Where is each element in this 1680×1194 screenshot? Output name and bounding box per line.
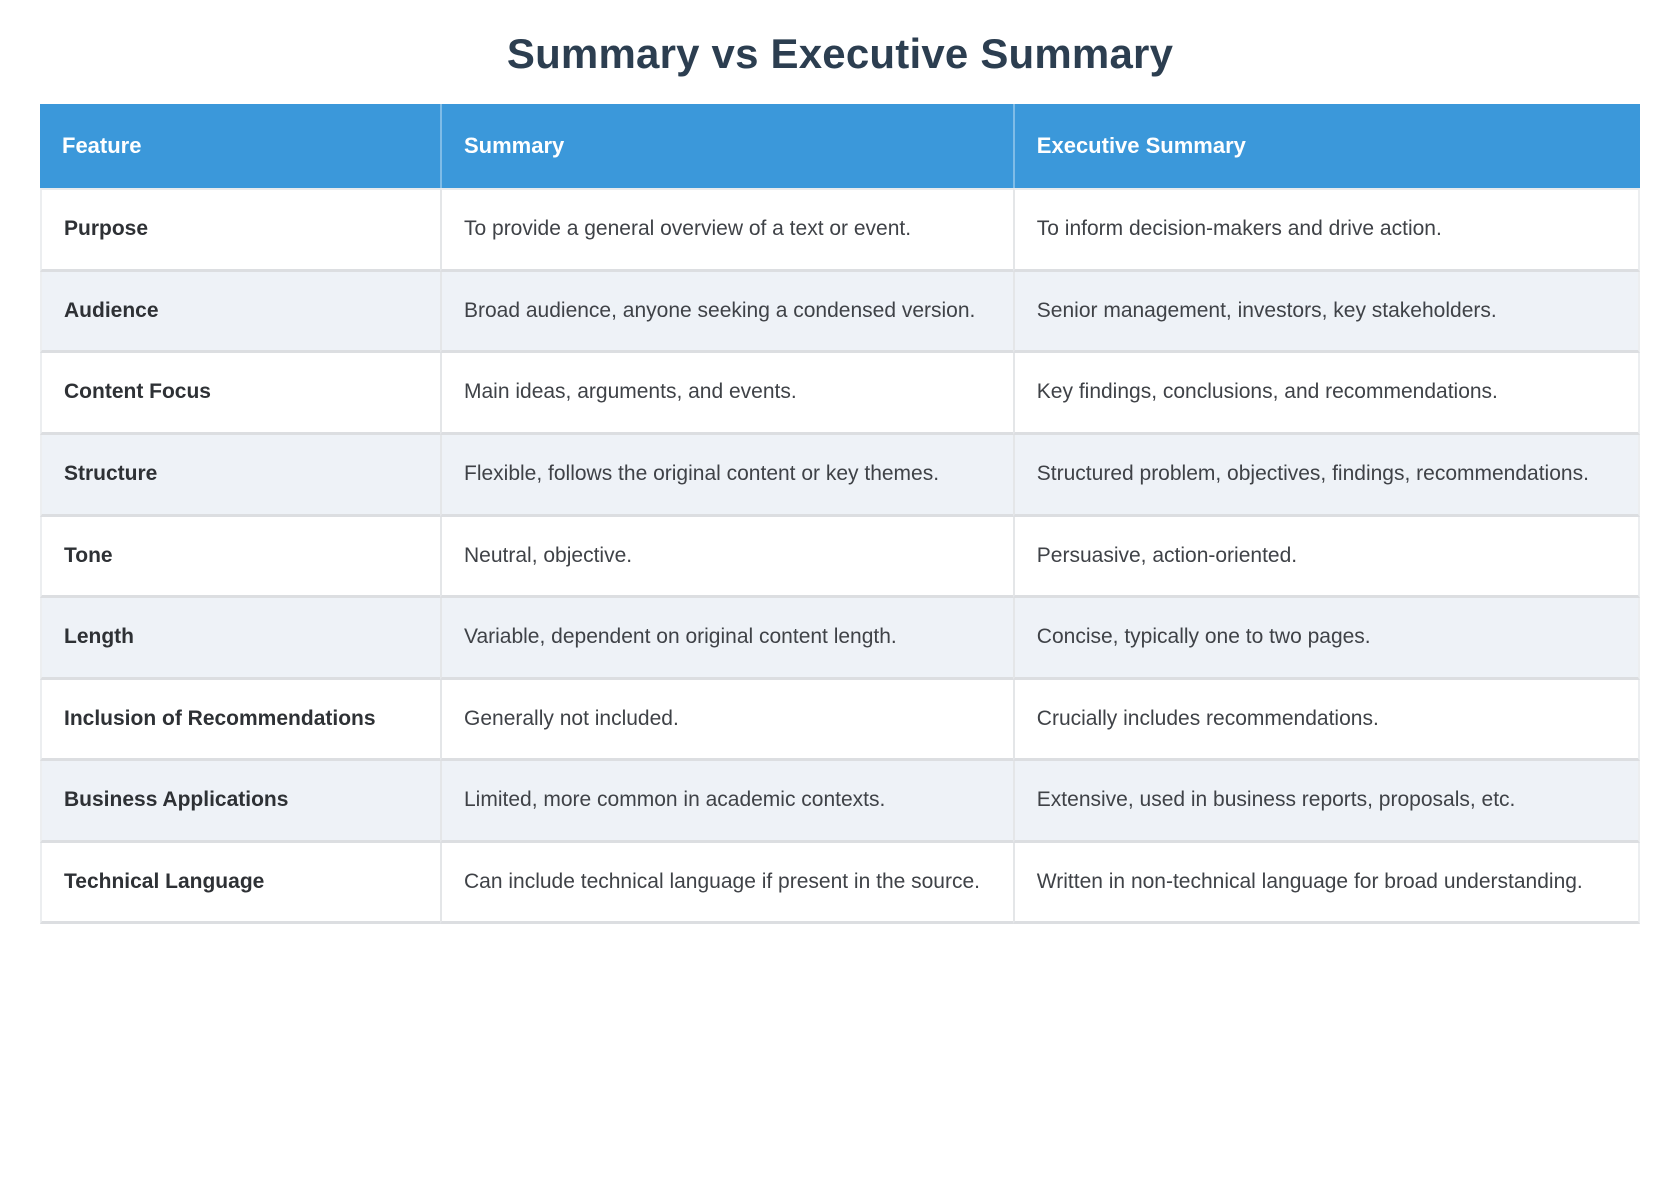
feature-cell: Tone: [40, 516, 440, 599]
page-title: Summary vs Executive Summary: [506, 30, 1174, 77]
table-header-row: Feature Summary Executive Summary: [40, 104, 1640, 189]
summary-cell: Can include technical language if presen…: [440, 842, 1013, 925]
comparison-table: Feature Summary Executive Summary Purpos…: [40, 104, 1640, 925]
summary-cell: Limited, more common in academic context…: [440, 761, 1013, 843]
column-header-executive-summary: Executive Summary: [1012, 104, 1640, 189]
table-row-technical-language: Technical Language Can include technical…: [40, 842, 1640, 925]
table-row-content-focus: Content Focus Main ideas, arguments, and…: [40, 353, 1640, 436]
table-row-tone: Tone Neutral, objective. Persuasive, act…: [40, 516, 1640, 599]
summary-cell: Flexible, follows the original content o…: [440, 435, 1013, 517]
table-row-audience: Audience Broad audience, anyone seeking …: [40, 271, 1640, 354]
executive-summary-cell: Concise, typically one to two pages.: [1012, 598, 1640, 680]
summary-cell: Variable, dependent on original content …: [440, 598, 1013, 680]
executive-summary-cell: Persuasive, action-oriented.: [1012, 516, 1640, 599]
table-row-business-applications: Business Applications Limited, more comm…: [40, 761, 1640, 843]
table-row-structure: Structure Flexible, follows the original…: [40, 435, 1640, 517]
column-header-feature: Feature: [40, 104, 440, 189]
table-row-inclusion-of-recommendations: Inclusion of Recommendations Generally n…: [40, 679, 1640, 762]
summary-cell: Generally not included.: [440, 679, 1013, 762]
executive-summary-cell: To inform decision-makers and drive acti…: [1012, 188, 1640, 272]
feature-cell: Audience: [40, 271, 440, 354]
summary-cell: To provide a general overview of a text …: [440, 188, 1013, 272]
feature-cell: Content Focus: [40, 353, 440, 436]
feature-cell: Inclusion of Recommendations: [40, 679, 440, 762]
summary-cell: Neutral, objective.: [440, 516, 1013, 599]
feature-cell: Structure: [40, 435, 440, 517]
executive-summary-cell: Written in non-technical language for br…: [1012, 842, 1640, 925]
summary-cell: Main ideas, arguments, and events.: [440, 353, 1013, 436]
feature-cell: Technical Language: [40, 842, 440, 925]
table-row-purpose: Purpose To provide a general overview of…: [40, 188, 1640, 272]
executive-summary-cell: Extensive, used in business reports, pro…: [1012, 761, 1640, 843]
executive-summary-cell: Structured problem, objectives, findings…: [1012, 435, 1640, 517]
feature-cell: Purpose: [40, 188, 440, 272]
executive-summary-cell: Key findings, conclusions, and recommend…: [1012, 353, 1640, 436]
table-body: Purpose To provide a general overview of…: [40, 188, 1640, 925]
executive-summary-cell: Senior management, investors, key stakeh…: [1012, 271, 1640, 354]
summary-cell: Broad audience, anyone seeking a condens…: [440, 271, 1013, 354]
feature-cell: Business Applications: [40, 761, 440, 843]
column-header-summary: Summary: [440, 104, 1013, 189]
feature-cell: Length: [40, 598, 440, 680]
executive-summary-cell: Crucially includes recommendations.: [1012, 679, 1640, 762]
table-row-length: Length Variable, dependent on original c…: [40, 598, 1640, 680]
